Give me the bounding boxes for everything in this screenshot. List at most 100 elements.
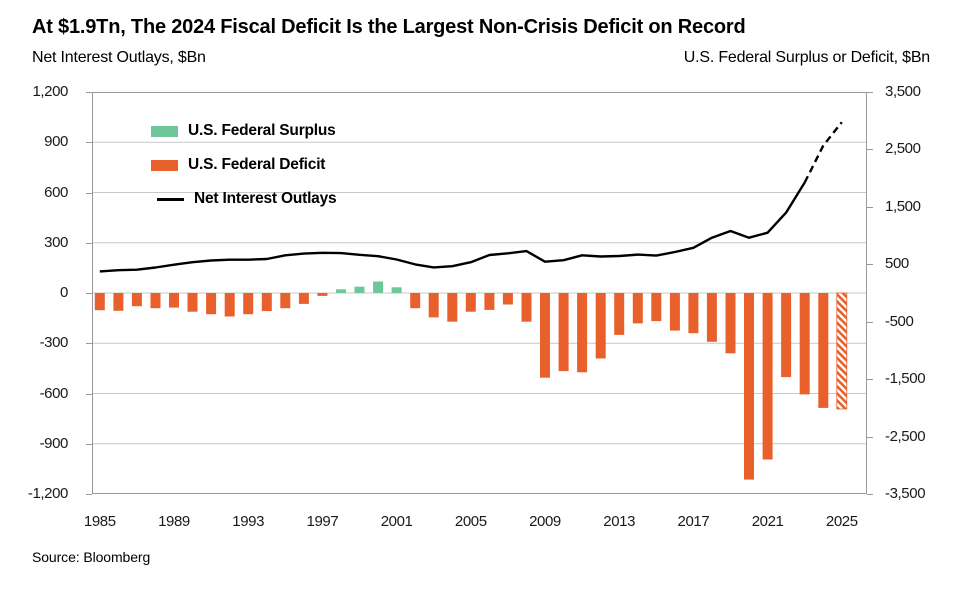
plot-svg [92,92,867,494]
deficit-bar-2019 [725,293,736,354]
deficit-bar-1996 [298,293,309,304]
right-axis-tick-label: 500 [885,255,909,273]
left-axis-tickmark [86,494,92,495]
right-axis-tickmark [867,206,873,208]
left-axis-tick-label: -600 [39,384,69,402]
deficit-bar-2013 [614,293,625,335]
deficit-bar-2008 [521,293,532,322]
net-interest-line-solid [99,181,806,273]
surplus-bar-1998 [336,289,346,293]
deficit-bar-2024 [818,293,829,408]
legend-item-deficit: U.S. Federal Deficit [151,148,336,182]
left-axis-tickmark [86,192,92,194]
left-axis-tick-label: 1,200 [32,83,68,100]
deficit-bar-2014 [632,293,643,324]
right-axis-tickmark [867,436,873,438]
deficit-bar-1997 [317,293,328,296]
left-axis-tickmark [86,293,92,294]
left-axis-tick-label: 300 [44,233,68,251]
source-note: Source: Bloomberg [32,549,151,565]
deficit-legend-label: U.S. Federal Deficit [188,156,326,173]
deficit-bar-1989 [169,293,179,308]
right-axis-tick-label: -3,500 [885,485,926,502]
deficit-bar-2021 [762,293,773,460]
surplus-bar-2000 [373,281,384,293]
legend-item-surplus: U.S. Federal Surplus [151,114,336,148]
x-axis-tick-label: 2009 [529,513,561,530]
deficit-bar-2017 [688,293,699,334]
left-axis-tick-label: 0 [60,284,68,301]
left-axis-tick-label: -300 [39,334,69,352]
deficit-bar-2003 [428,293,439,318]
left-axis-tickmark [86,343,92,345]
right-axis-tick-label: 3,500 [885,83,921,100]
x-axis-tick-label: 2017 [677,513,710,530]
right-axis-tickmark [867,264,873,266]
deficit-bar-2002 [410,293,421,309]
chart-title: At $1.9Tn, The 2024 Fiscal Deficit Is th… [32,16,746,38]
legend-item-net-interest: Net Interest Outlays [151,182,337,216]
deficit-bar-1995 [280,293,291,309]
surplus-swatch [151,125,178,137]
right-axis-tick-label: -500 [885,312,914,330]
deficit-bar-2023 [799,293,810,395]
x-axis-tick-label: 2005 [454,513,487,530]
x-axis-tick-label: 1993 [232,513,265,530]
deficit-bar-2018 [706,293,717,342]
estimate-deficit-bar-2025 [836,292,848,410]
x-axis-tick-label: 1997 [306,513,339,530]
deficit-bar-2007 [502,293,513,305]
left-axis-tick-label: 900 [44,133,68,151]
surplus-legend-label: U.S. Federal Surplus [188,122,336,139]
left-axis-tickmark [86,393,92,395]
net-interest-legend-label: Net Interest Outlays [194,190,337,207]
deficit-bar-1992 [224,293,235,317]
deficit-bar-1994 [261,293,272,312]
right-axis-tickmark [867,149,873,151]
deficit-swatch [151,159,178,171]
deficit-bar-1991 [206,293,217,315]
x-axis-tick-label: 2021 [751,513,784,530]
right-axis-tickmark [867,321,873,323]
left-axis-tickmark [86,443,92,445]
plot-border [92,92,867,494]
deficit-bar-2004 [447,293,458,322]
right-axis-tickmark [867,494,873,495]
x-axis-tick-label: 1985 [83,513,116,530]
deficit-bar-1988 [150,293,161,309]
deficit-bar-2016 [669,293,680,331]
x-axis-tick-label: 2001 [380,513,413,530]
right-axis-tickmark [867,92,873,93]
deficit-bar-2009 [540,293,550,378]
right-axis-tick-label: -2,500 [885,427,926,445]
left-axis-title: Net Interest Outlays, $Bn [32,49,206,66]
surplus-bar-1999 [354,286,365,293]
x-axis-tick-label: 1989 [158,513,190,530]
deficit-bar-1987 [131,293,142,307]
x-axis-tick-label: 2025 [825,513,858,530]
right-axis-tick-label: -1,500 [885,370,926,388]
deficit-bar-1993 [243,293,254,315]
left-axis-tickmark [86,92,92,93]
deficit-bar-1985 [94,293,105,311]
deficit-bar-1986 [113,293,124,311]
deficit-bar-2005 [465,293,476,312]
left-axis-tickmark [86,142,92,144]
left-axis-tickmark [86,242,92,244]
deficit-bar-2011 [577,293,588,373]
deficit-bar-2006 [484,293,495,310]
legend: U.S. Federal Surplus U.S. Federal Defici… [151,114,337,216]
deficit-bar-2012 [595,293,606,359]
net-interest-line-dashed [803,121,843,184]
plot-area [92,92,867,494]
deficit-bar-2020 [744,293,754,480]
left-axis-tick-label: -900 [39,434,69,452]
net-interest-line-swatch [157,197,184,201]
surplus-bar-2001 [391,287,402,293]
right-axis-title: U.S. Federal Surplus or Deficit, $Bn [683,49,930,66]
left-axis-tick-label: 600 [44,183,68,201]
right-axis-tickmark [867,379,873,381]
left-axis-tick-label: -1,200 [27,485,69,502]
deficit-bar-2010 [558,293,569,372]
